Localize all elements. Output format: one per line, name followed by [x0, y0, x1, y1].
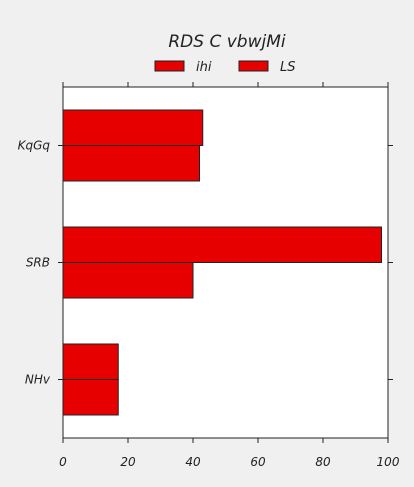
bar-ls-nhv — [62, 379, 119, 416]
x-tick-label: 0 — [59, 455, 67, 469]
bar-ls-kqgq — [62, 145, 200, 182]
bar-ls-srb — [62, 262, 194, 299]
bars — [62, 109, 382, 416]
legend-swatch-ls — [238, 60, 269, 72]
x-tick-label: 60 — [250, 455, 266, 469]
x-axis: 0 20 40 60 80 100 — [59, 82, 400, 469]
y-tick-label: NHv — [25, 373, 51, 387]
chart-title: RDS C vbwjMi — [168, 32, 286, 52]
bar-ihi-srb — [62, 226, 382, 263]
x-tick-label: 40 — [185, 455, 201, 469]
y-tick-label: KqGq — [18, 139, 51, 153]
x-tick-label: 80 — [315, 455, 331, 469]
legend-label-ihi: ihi — [196, 60, 212, 75]
x-tick-label: 20 — [120, 455, 136, 469]
legend-swatch-ihi — [154, 60, 185, 72]
bar-ihi-nhv — [62, 343, 119, 380]
legend: ihi LS — [154, 60, 296, 75]
y-axis: KqGq SRB NHv — [18, 139, 393, 387]
y-tick-label: SRB — [26, 256, 50, 270]
bar-ihi-kqgq — [62, 109, 204, 146]
legend-label-ls: LS — [280, 60, 296, 75]
x-tick-label: 100 — [377, 455, 400, 469]
